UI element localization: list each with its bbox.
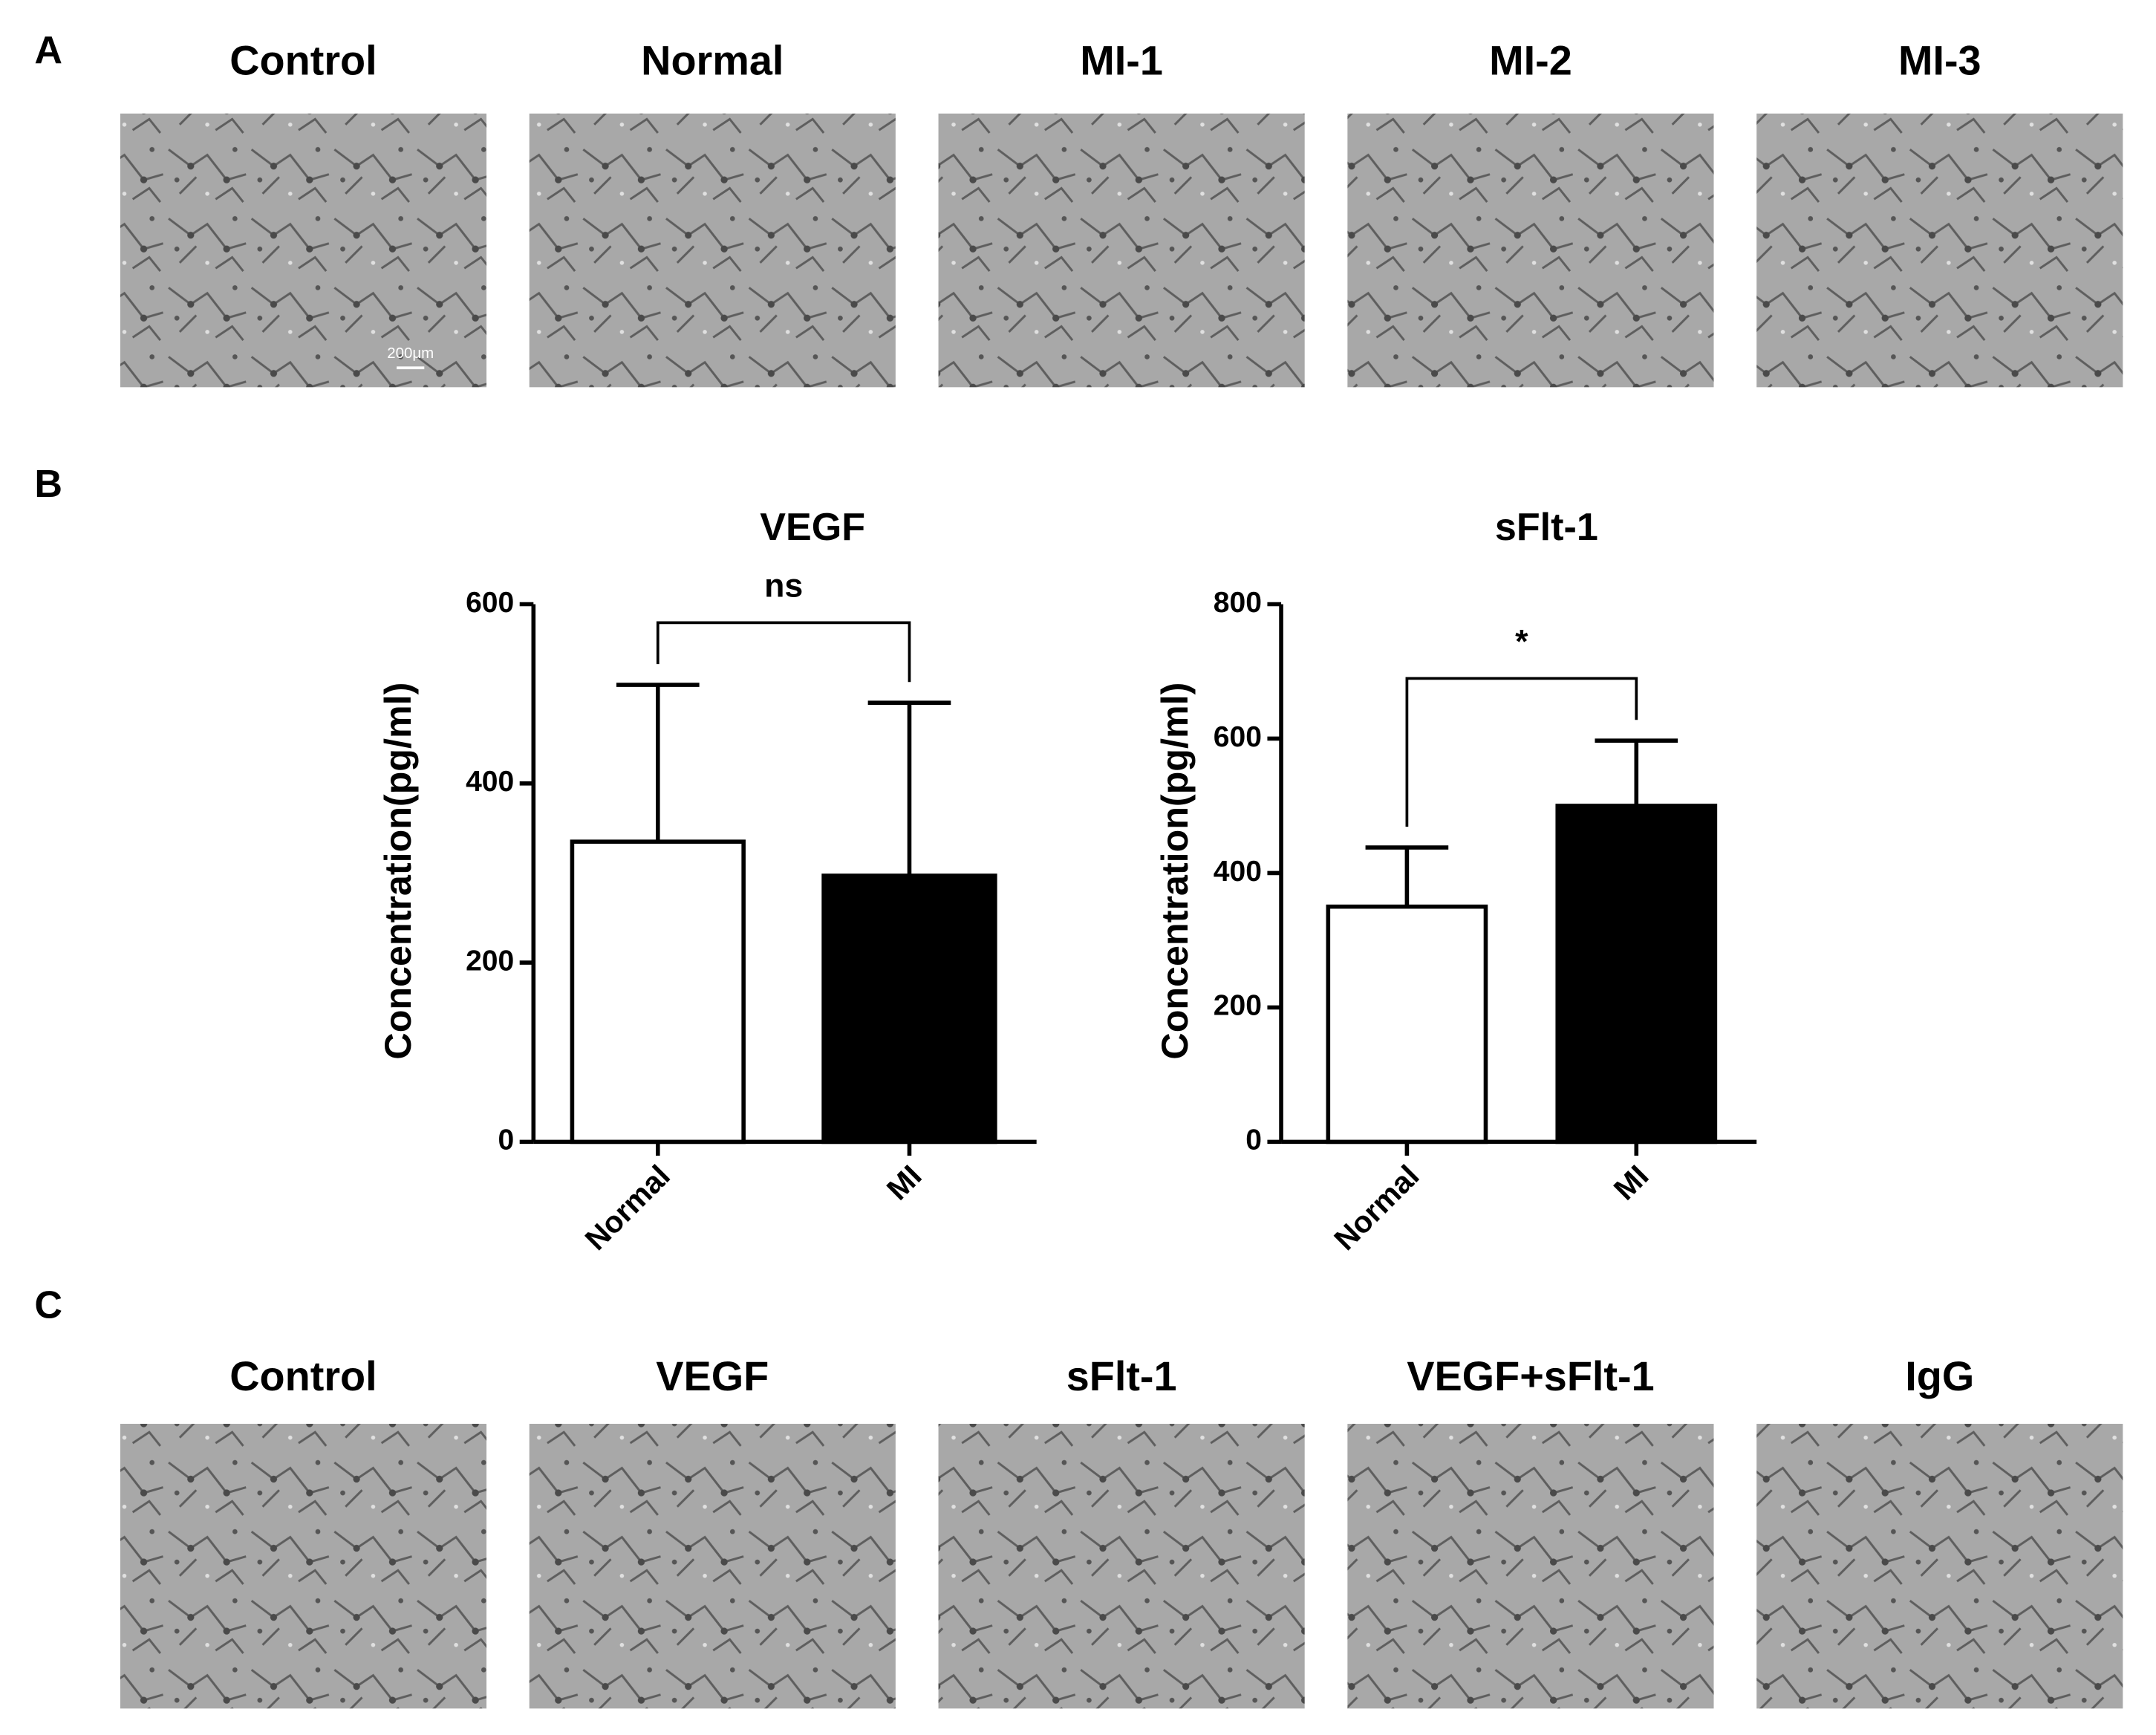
panel-label: C	[34, 1283, 62, 1327]
y-axis-label: Concentration(pg/ml)	[377, 683, 419, 1060]
bar	[821, 873, 997, 1145]
y-tick-label: 800	[1214, 587, 1262, 619]
micrograph	[120, 113, 487, 388]
y-tick-label: 200	[1214, 990, 1262, 1022]
micrograph	[1347, 113, 1714, 388]
micrograph	[1756, 1424, 2123, 1709]
y-tick-label: 0	[1245, 1124, 1262, 1156]
x-tick-label: MI	[880, 1159, 928, 1207]
y-tick-label: 200	[466, 945, 514, 977]
significance-label: *	[1515, 624, 1528, 660]
bar	[1326, 904, 1488, 1145]
micrograph-title: VEGF	[656, 1352, 769, 1399]
micrograph-title: Normal	[641, 37, 784, 84]
micrograph-title: sFlt-1	[1066, 1352, 1177, 1399]
micrograph	[120, 1424, 487, 1709]
micrograph-title: IgG	[1905, 1352, 1974, 1399]
micrograph	[529, 1424, 896, 1709]
micrograph-title: Control	[229, 37, 377, 84]
micrograph-title: VEGF+sFlt-1	[1407, 1352, 1654, 1399]
panel-label: B	[34, 463, 62, 506]
micrograph-title: MI-3	[1898, 37, 1981, 84]
y-tick-label: 400	[1214, 856, 1262, 888]
x-tick-label: Normal	[579, 1159, 677, 1257]
bar	[1555, 804, 1718, 1145]
significance-label: ns	[764, 568, 803, 605]
micrograph	[938, 1424, 1305, 1709]
scale-bar-label: 200μm	[387, 345, 434, 362]
y-tick-label: 400	[466, 766, 514, 798]
significance-bracket	[1405, 677, 1638, 827]
micrograph-title: MI-1	[1080, 37, 1163, 84]
x-tick-label: Normal	[1327, 1159, 1425, 1257]
micrograph	[1347, 1424, 1714, 1709]
significance-bracket	[656, 621, 911, 683]
x-tick-label: MI	[1607, 1159, 1655, 1207]
y-tick-label: 600	[466, 587, 514, 619]
y-tick-label: 600	[1214, 721, 1262, 753]
bar	[570, 839, 746, 1145]
panel-label: A	[34, 29, 62, 72]
micrograph-title: MI-2	[1489, 37, 1572, 84]
micrograph	[1756, 113, 2123, 388]
chart-title: VEGF	[760, 506, 865, 549]
y-axis-label: Concentration(pg/ml)	[1154, 683, 1196, 1060]
micrograph	[529, 113, 896, 388]
chart-title: sFlt-1	[1495, 506, 1598, 549]
micrograph	[938, 113, 1305, 388]
y-tick-label: 0	[498, 1124, 515, 1156]
micrograph-title: Control	[229, 1352, 377, 1399]
